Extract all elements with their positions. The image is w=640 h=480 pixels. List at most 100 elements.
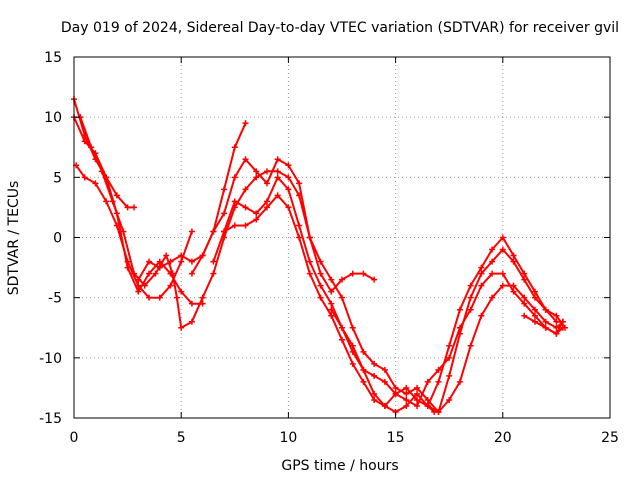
series-6-point-7 [263,180,270,187]
series-6-point-4 [231,174,238,181]
series-9-point-3 [360,366,367,373]
series-7-point-29 [521,300,528,307]
series-4-point-3 [109,198,116,205]
series-4-point-13 [199,294,206,301]
series-4-point-44 [531,294,538,301]
series-8-point-23 [467,342,474,349]
series-3-point-4 [113,222,120,229]
series-6-point-15 [349,270,356,277]
series-7-point-8 [296,222,303,229]
series-6-point-14 [339,276,345,283]
series-5-point-3 [167,258,174,265]
series-10-point-2 [446,342,453,349]
series-4-point-6 [141,282,148,289]
series-7-point-5 [263,198,270,205]
series-4-point-5 [131,270,138,277]
series-6-point-0 [188,270,195,277]
series-4-point-12 [188,318,195,325]
series-9-point-5 [381,402,388,409]
y-tick-label-1: -10 [39,351,62,367]
axis-ticks: 0 5 10 15 20 25 -15 -10 -5 0 5 10 15 [39,50,619,446]
series-7-point-33 [559,324,566,331]
series-3-point-1 [81,174,88,181]
series-4-point-10 [173,294,180,301]
series-3-point-8 [156,294,163,301]
series-3-point-2 [92,180,99,187]
series-1-point-7 [146,270,153,277]
series-3-point-11 [188,228,195,235]
series-4-point-29 [371,360,378,367]
series-7-point-28 [510,288,517,295]
series-10-point-0 [424,402,431,409]
series-8-point-31 [553,324,560,331]
x-tick-label-4: 20 [494,430,512,446]
series-10-point-12 [553,318,560,325]
series-1-point-6 [135,288,142,295]
series-4-point-38 [467,294,474,301]
y-tick-label-3: 0 [53,231,62,247]
series-6-point-13 [328,288,335,295]
series-10-point-9 [521,270,528,277]
series-5-point-1 [146,258,153,265]
series-7-point-25 [478,282,485,289]
series-markers-9 [328,306,438,415]
series-2-point-6 [131,204,138,211]
series-11-point-4 [559,318,566,325]
series-6-point-2 [210,228,217,235]
series-line-4 [79,116,566,413]
series-8-point-25 [489,294,496,301]
series-7-point-19 [414,402,421,409]
series-9-point-1 [339,324,345,331]
series-6-point-12 [317,270,324,277]
series-markers-3 [73,162,195,301]
series-2-point-5 [124,204,131,211]
series-10-point-3 [456,306,463,313]
series-8-point-26 [499,282,506,289]
series-7-point-10 [317,282,324,289]
series-8-point-13 [360,378,367,385]
series-3-point-3 [103,198,110,205]
series-5-point-2 [156,264,163,271]
series-4-point-8 [163,252,170,259]
series-8-point-16 [392,390,399,397]
series-8-point-27 [510,282,517,289]
series-1-point-11 [188,300,195,307]
series-4-point-11 [178,324,185,331]
series-8-point-24 [478,312,485,319]
y-tick-label-0: -15 [39,411,62,427]
series-7-point-6 [274,174,281,181]
series-11-point-2 [542,324,549,331]
series-4-point-42 [510,258,517,265]
series-3-point-5 [124,258,131,265]
series-4-point-4 [120,228,127,235]
series-4-point-2 [98,168,105,175]
series-4-point-46 [553,312,560,319]
series-8-point-5 [274,192,281,199]
series-4-point-27 [349,324,356,331]
series-10-point-11 [542,306,549,313]
series-4-point-32 [403,390,410,397]
series-8-point-9 [317,294,324,301]
series-10-point-7 [499,234,506,241]
series-7-point-16 [381,378,388,385]
series-6-point-17 [371,276,378,283]
series-4-point-33 [414,384,421,391]
series-markers-11 [521,312,566,337]
series-8-point-7 [296,234,303,241]
series-4-point-20 [274,168,281,175]
series-4-point-7 [152,270,159,277]
series-7-point-4 [253,210,260,217]
series-9-point-0 [328,306,335,313]
series-7-point-23 [456,324,463,331]
series-8-point-28 [521,294,528,301]
series-7-point-20 [424,378,431,385]
series-6-point-6 [253,168,260,175]
series-7-point-18 [403,396,410,403]
series-8-point-6 [285,204,292,211]
series-5-point-8 [221,186,228,193]
series-4-point-17 [242,186,249,193]
series-3-point-6 [135,282,142,289]
series-6-point-5 [242,156,249,163]
series-6-point-3 [221,210,228,217]
